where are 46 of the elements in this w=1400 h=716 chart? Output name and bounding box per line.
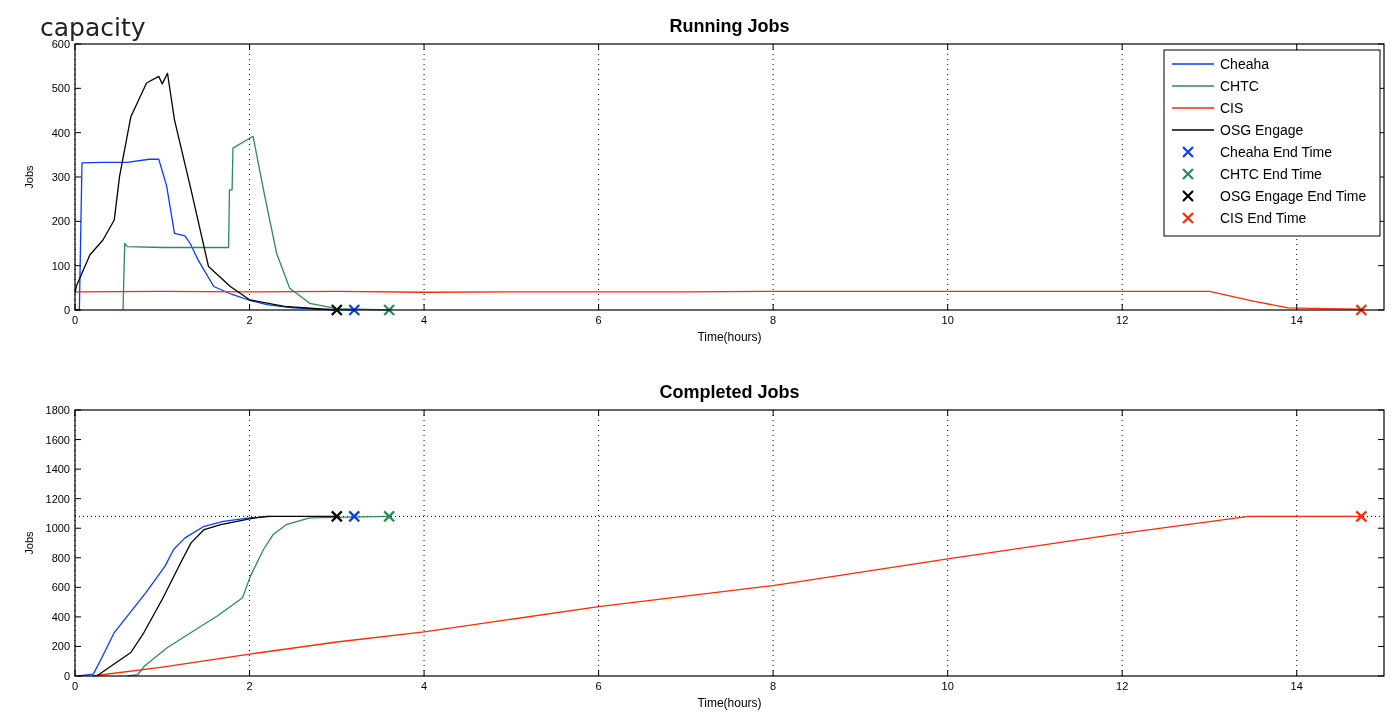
legend-label: Cheaha bbox=[1220, 56, 1270, 72]
legend-label: CHTC End Time bbox=[1220, 166, 1323, 182]
y-tick-label: 400 bbox=[51, 126, 70, 139]
x-tick-label: 12 bbox=[1116, 314, 1129, 326]
y-tick-label: 0 bbox=[63, 670, 70, 682]
x-tick-label: 4 bbox=[421, 680, 428, 692]
x-tick-label: 14 bbox=[1290, 680, 1303, 692]
x-tick-label: 6 bbox=[595, 680, 602, 692]
y-tick-label: 100 bbox=[51, 259, 70, 272]
x-tick-label: 8 bbox=[770, 314, 777, 326]
x-tick-label: 14 bbox=[1290, 314, 1303, 326]
y-axis-title: Jobs bbox=[23, 164, 35, 189]
x-tick-label: 10 bbox=[941, 680, 954, 692]
x-axis-title: Time(hours) bbox=[697, 696, 762, 710]
x-tick-label: 12 bbox=[1116, 680, 1129, 692]
y-tick-label: 200 bbox=[51, 215, 70, 228]
legend-label: CIS End Time bbox=[1220, 210, 1307, 226]
y-tick-label: 400 bbox=[51, 610, 70, 623]
x-tick-label: 2 bbox=[246, 314, 253, 326]
y-tick-label: 600 bbox=[51, 581, 70, 594]
legend-label: OSG Engage bbox=[1220, 122, 1304, 138]
y-tick-label: 500 bbox=[51, 82, 70, 95]
y-tick-label: 200 bbox=[51, 640, 70, 653]
x-tick-label: 6 bbox=[595, 314, 602, 326]
x-tick-label: 0 bbox=[71, 314, 79, 326]
x-tick-label: 0 bbox=[71, 680, 79, 692]
x-tick-label: 8 bbox=[770, 680, 777, 692]
y-tick-label: 300 bbox=[51, 171, 70, 183]
y-tick-label: 1800 bbox=[45, 404, 70, 416]
legend-label: CHTC bbox=[1220, 78, 1259, 94]
y-tick-label: 1200 bbox=[45, 492, 70, 505]
y-tick-label: 1400 bbox=[45, 463, 70, 476]
x-axis-title: Time(hours) bbox=[697, 330, 762, 344]
chart-title: Completed Jobs bbox=[659, 382, 800, 402]
legend-label: CIS bbox=[1220, 100, 1244, 116]
x-tick-label: 2 bbox=[246, 680, 253, 692]
y-tick-label: 1600 bbox=[45, 433, 70, 446]
y-axis-title: Jobs bbox=[23, 530, 35, 555]
legend-label: Cheaha End Time bbox=[1220, 144, 1333, 160]
y-tick-label: 1000 bbox=[45, 522, 70, 535]
y-tick-label: 800 bbox=[51, 551, 70, 564]
chart-title: Running Jobs bbox=[669, 16, 790, 36]
y-tick-label: 0 bbox=[63, 304, 70, 316]
x-tick-label: 4 bbox=[421, 314, 428, 326]
legend-label: OSG Engage End Time bbox=[1220, 188, 1367, 204]
x-tick-label: 10 bbox=[941, 314, 954, 326]
